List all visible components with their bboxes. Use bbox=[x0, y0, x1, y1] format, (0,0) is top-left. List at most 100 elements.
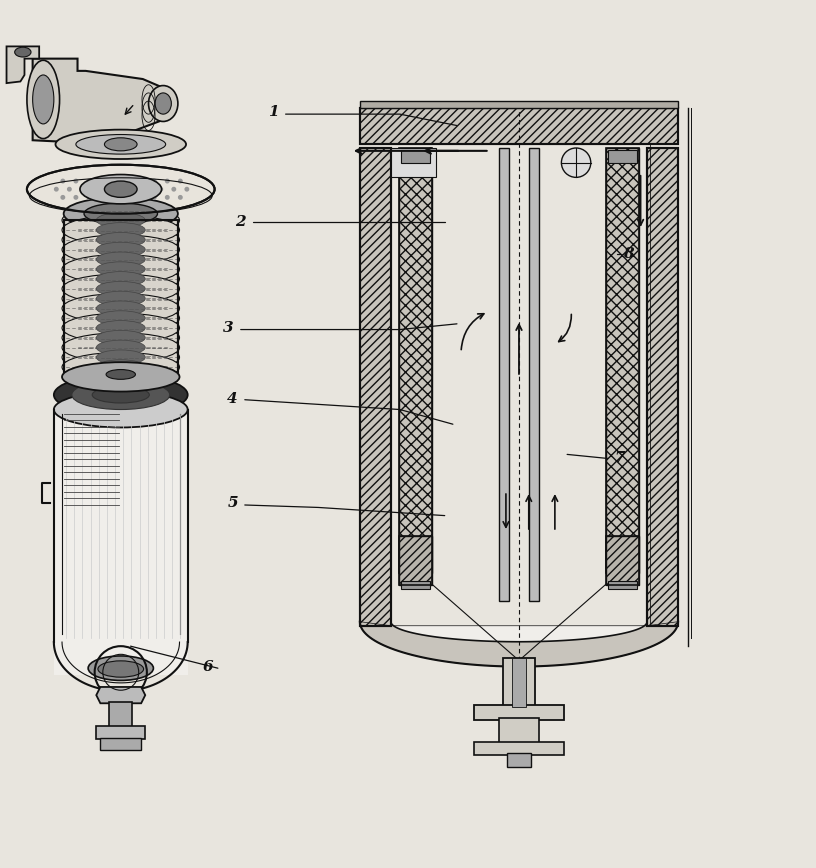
Ellipse shape bbox=[64, 197, 178, 230]
Ellipse shape bbox=[54, 391, 188, 427]
Circle shape bbox=[145, 187, 150, 192]
Ellipse shape bbox=[62, 304, 180, 332]
Circle shape bbox=[113, 195, 118, 200]
Ellipse shape bbox=[80, 174, 162, 204]
Ellipse shape bbox=[15, 47, 31, 57]
Ellipse shape bbox=[96, 281, 145, 296]
Bar bbox=[100, 738, 141, 750]
Text: 7: 7 bbox=[614, 451, 626, 465]
Ellipse shape bbox=[96, 233, 145, 247]
Ellipse shape bbox=[96, 320, 145, 335]
Circle shape bbox=[93, 187, 98, 192]
Bar bbox=[399, 148, 432, 573]
Ellipse shape bbox=[62, 215, 180, 245]
Text: 2: 2 bbox=[235, 215, 246, 229]
Polygon shape bbox=[7, 46, 39, 83]
Bar bbox=[606, 536, 639, 585]
Ellipse shape bbox=[96, 301, 145, 316]
Ellipse shape bbox=[104, 138, 137, 151]
Ellipse shape bbox=[98, 661, 144, 677]
Bar bbox=[647, 148, 678, 626]
Text: 4: 4 bbox=[227, 392, 238, 406]
Ellipse shape bbox=[62, 362, 180, 391]
Circle shape bbox=[158, 187, 163, 192]
Ellipse shape bbox=[149, 86, 178, 122]
Text: 8: 8 bbox=[623, 247, 634, 261]
Bar bbox=[401, 150, 430, 163]
Bar bbox=[503, 659, 535, 707]
Circle shape bbox=[165, 179, 170, 183]
Ellipse shape bbox=[96, 340, 145, 355]
Circle shape bbox=[152, 195, 157, 200]
Bar bbox=[529, 148, 539, 602]
Circle shape bbox=[54, 187, 59, 192]
Circle shape bbox=[67, 187, 72, 192]
Bar bbox=[54, 642, 188, 674]
Circle shape bbox=[100, 195, 104, 200]
Circle shape bbox=[184, 187, 189, 192]
Bar bbox=[499, 718, 539, 744]
Bar bbox=[80, 374, 162, 395]
Ellipse shape bbox=[33, 75, 54, 124]
Bar bbox=[360, 148, 391, 626]
Bar bbox=[64, 220, 178, 377]
Ellipse shape bbox=[27, 60, 60, 139]
Ellipse shape bbox=[96, 291, 145, 306]
Ellipse shape bbox=[54, 374, 188, 415]
Bar bbox=[647, 148, 678, 626]
Bar bbox=[360, 108, 678, 144]
Ellipse shape bbox=[96, 311, 145, 326]
Ellipse shape bbox=[62, 245, 180, 274]
Bar bbox=[109, 701, 132, 727]
Ellipse shape bbox=[96, 331, 145, 345]
Bar bbox=[360, 108, 678, 144]
Ellipse shape bbox=[62, 343, 180, 372]
Ellipse shape bbox=[62, 323, 180, 352]
Circle shape bbox=[113, 179, 118, 183]
Circle shape bbox=[171, 187, 176, 192]
Ellipse shape bbox=[62, 206, 180, 235]
Ellipse shape bbox=[62, 293, 180, 323]
Ellipse shape bbox=[84, 203, 157, 224]
Bar bbox=[474, 742, 564, 754]
Text: 6: 6 bbox=[202, 660, 214, 674]
Ellipse shape bbox=[62, 284, 180, 313]
Ellipse shape bbox=[62, 264, 180, 293]
Ellipse shape bbox=[62, 313, 180, 343]
Ellipse shape bbox=[96, 223, 145, 237]
Circle shape bbox=[73, 195, 78, 200]
Bar bbox=[360, 148, 391, 626]
Ellipse shape bbox=[96, 350, 145, 365]
Ellipse shape bbox=[62, 332, 180, 362]
Ellipse shape bbox=[96, 213, 145, 227]
Bar bbox=[360, 101, 678, 108]
Ellipse shape bbox=[76, 135, 166, 155]
Ellipse shape bbox=[92, 386, 149, 403]
Ellipse shape bbox=[155, 93, 171, 114]
Bar bbox=[606, 148, 639, 573]
Bar bbox=[499, 148, 509, 602]
Ellipse shape bbox=[96, 272, 145, 286]
Bar bbox=[474, 705, 564, 720]
Bar bbox=[606, 536, 639, 585]
Circle shape bbox=[86, 195, 91, 200]
Bar bbox=[401, 581, 430, 589]
Ellipse shape bbox=[96, 262, 145, 277]
Polygon shape bbox=[96, 687, 145, 703]
Circle shape bbox=[73, 179, 78, 183]
Circle shape bbox=[60, 195, 65, 200]
Circle shape bbox=[80, 187, 85, 192]
Circle shape bbox=[60, 179, 65, 183]
Text: 3: 3 bbox=[223, 321, 234, 335]
Ellipse shape bbox=[62, 254, 180, 284]
Bar bbox=[512, 659, 526, 707]
Circle shape bbox=[126, 179, 131, 183]
Bar bbox=[507, 753, 531, 767]
Ellipse shape bbox=[96, 359, 145, 374]
Ellipse shape bbox=[72, 380, 170, 410]
Ellipse shape bbox=[62, 352, 180, 382]
Polygon shape bbox=[391, 621, 647, 641]
Circle shape bbox=[100, 179, 104, 183]
Circle shape bbox=[126, 195, 131, 200]
Bar bbox=[606, 148, 639, 573]
